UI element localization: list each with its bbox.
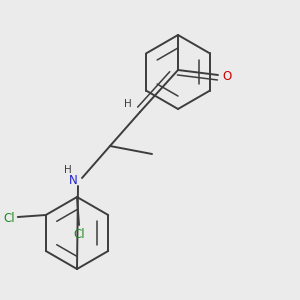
Text: N: N bbox=[69, 173, 78, 187]
Text: Cl: Cl bbox=[3, 212, 15, 224]
Text: H: H bbox=[64, 165, 72, 175]
Text: H: H bbox=[124, 99, 132, 109]
Text: O: O bbox=[222, 70, 231, 83]
Text: Cl: Cl bbox=[73, 228, 85, 241]
